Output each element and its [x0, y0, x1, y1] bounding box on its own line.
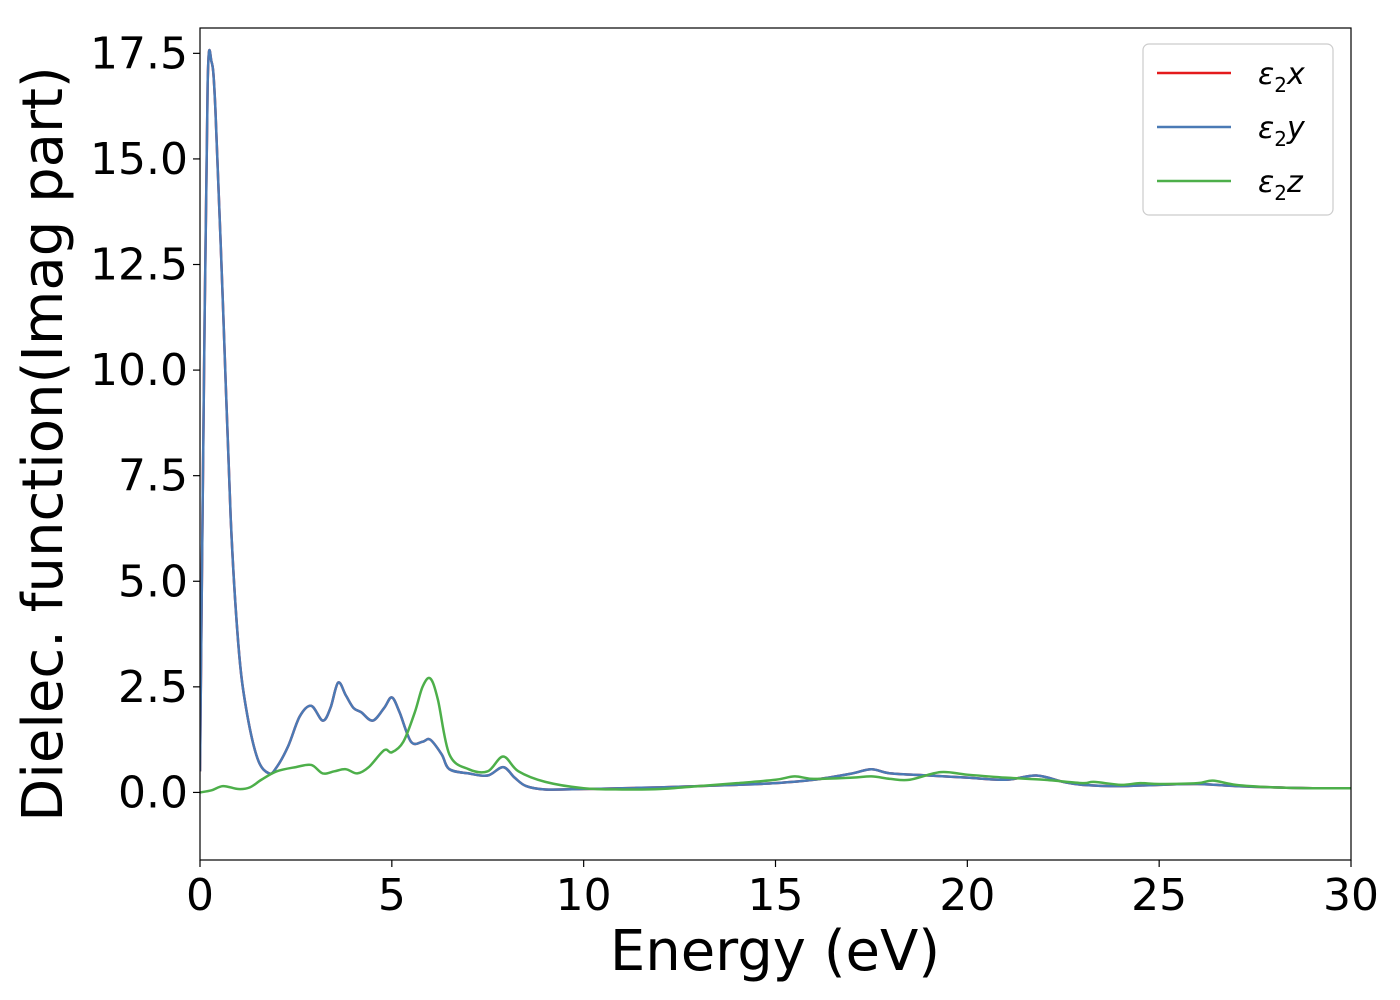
legend-label: ε2y: [1258, 111, 1306, 151]
series-layer: [200, 48, 1351, 794]
legend-box: [1142, 43, 1334, 216]
x-tick-label: 10: [556, 870, 612, 921]
y-axis: 0.0 2.5 5.0 7.5 10.0 12.5 15.0 17.5: [90, 28, 200, 818]
y-tick-label: 0.0: [118, 767, 188, 818]
y-tick-label: 5.0: [118, 556, 188, 607]
y-axis-label: Dielec. function(Imag part): [11, 66, 76, 822]
y-tick-label: 15.0: [90, 134, 188, 185]
x-axis: 0 5 10 15 20 25 30: [186, 860, 1379, 921]
legend: ε2x ε2y ε2z: [1142, 43, 1334, 216]
x-tick-label: 15: [748, 870, 804, 921]
y-tick-label: 7.5: [118, 451, 188, 502]
y-tick-label: 17.5: [90, 28, 188, 79]
x-tick-label: 20: [939, 870, 995, 921]
series-line-ε2z: [200, 676, 1351, 794]
x-tick-label: 5: [378, 870, 406, 921]
series-line-ε2y: [200, 48, 1351, 791]
x-axis-label: Energy (eV): [610, 919, 940, 984]
legend-label: ε2z: [1258, 165, 1304, 205]
x-tick-label: 25: [1131, 870, 1187, 921]
x-tick-label: 0: [186, 870, 214, 921]
legend-label: ε2x: [1258, 57, 1305, 97]
y-tick-label: 12.5: [90, 240, 188, 291]
x-tick-label: 30: [1323, 870, 1379, 921]
y-tick-label: 2.5: [118, 662, 188, 713]
y-tick-label: 10.0: [90, 345, 188, 396]
